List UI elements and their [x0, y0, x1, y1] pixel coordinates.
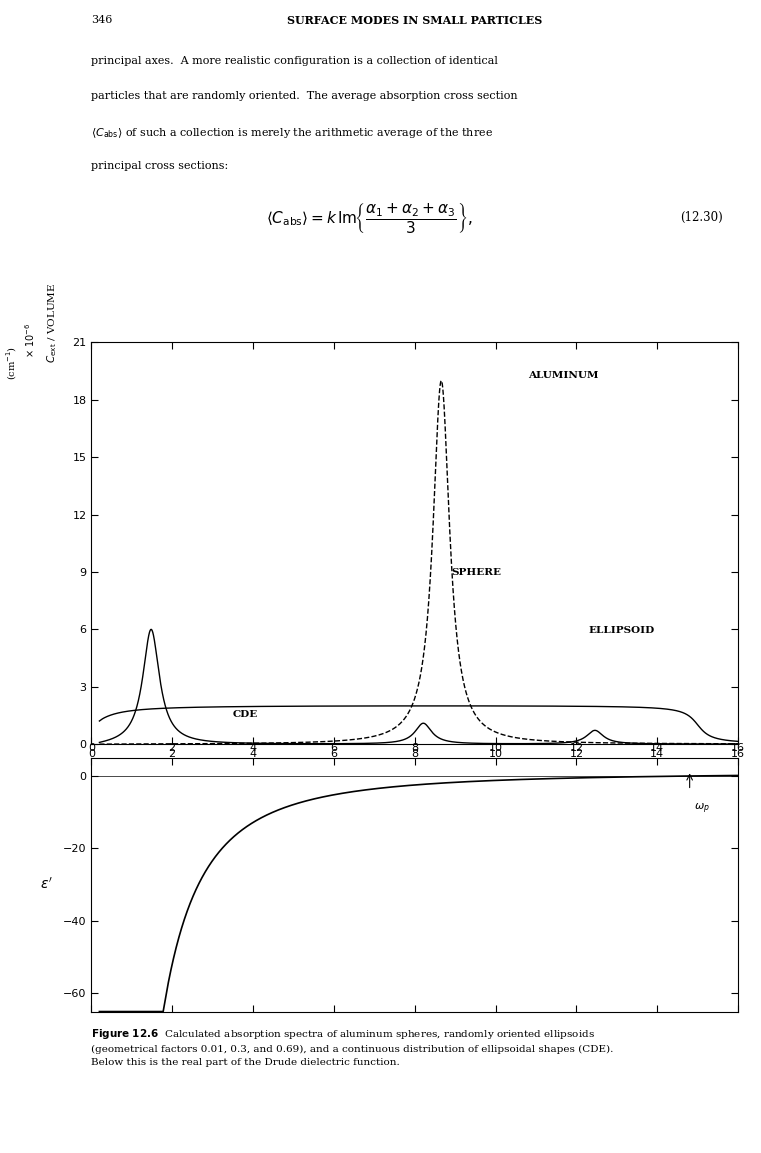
Text: 346: 346: [91, 15, 113, 24]
X-axis label: PHOTON    ENERGY   (eV): PHOTON ENERGY (eV): [339, 763, 490, 774]
Text: $C_{\rm ext}$ / VOLUME: $C_{\rm ext}$ / VOLUME: [46, 282, 59, 363]
Text: $\langle C_{\rm abs}\rangle$ of such a collection is merely the arithmetic avera: $\langle C_{\rm abs}\rangle$ of such a c…: [91, 126, 493, 140]
Text: principal cross sections:: principal cross sections:: [91, 160, 228, 171]
Text: ALUMINUM: ALUMINUM: [528, 371, 598, 380]
Text: (cm$^{-1}$): (cm$^{-1}$): [4, 346, 18, 380]
Text: SPHERE: SPHERE: [451, 568, 501, 578]
Text: $\times\ 10^{-6}$: $\times\ 10^{-6}$: [23, 323, 37, 357]
Y-axis label: $\varepsilon'$: $\varepsilon'$: [40, 877, 53, 892]
Text: $\mathbf{Figure\ 12.6}$  Calculated absorption spectra of aluminum spheres, rand: $\mathbf{Figure\ 12.6}$ Calculated absor…: [91, 1027, 613, 1067]
Text: $\omega_p$: $\omega_p$: [694, 801, 709, 815]
Text: particles that are randomly oriented.  The average absorption cross section: particles that are randomly oriented. Th…: [91, 91, 518, 100]
Text: $\langle C_{\rm abs}\rangle = k\,{\rm Im}\!\left\{\dfrac{\alpha_1 + \alpha_2 + \: $\langle C_{\rm abs}\rangle = k\,{\rm Im…: [266, 201, 473, 235]
Text: ELLIPSOID: ELLIPSOID: [588, 626, 654, 634]
Text: principal axes.  A more realistic configuration is a collection of identical: principal axes. A more realistic configu…: [91, 56, 498, 66]
Text: (12.30): (12.30): [680, 211, 723, 224]
Text: CDE: CDE: [233, 710, 258, 718]
Text: SURFACE MODES IN SMALL PARTICLES: SURFACE MODES IN SMALL PARTICLES: [287, 15, 543, 25]
